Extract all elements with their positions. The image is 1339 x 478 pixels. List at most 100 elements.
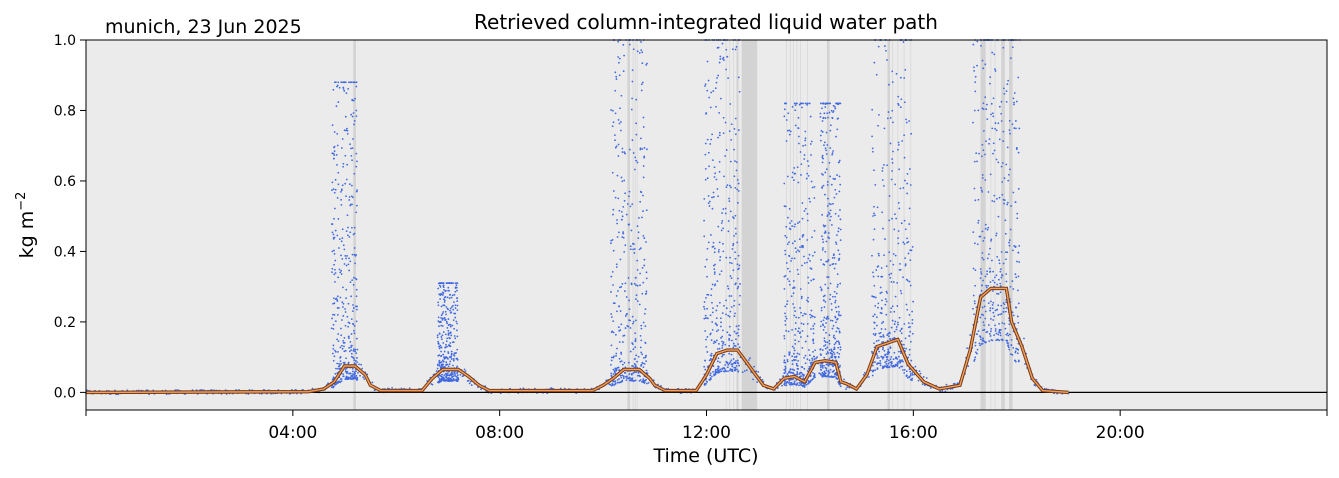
lwp-point (620, 210, 623, 213)
lwp-point (345, 264, 348, 267)
lwp-point (347, 302, 350, 305)
lwp-point (1000, 312, 1003, 315)
lwp-point (732, 216, 734, 218)
lwp-point (821, 154, 824, 157)
lwp-point (804, 130, 807, 133)
lwp-point (885, 49, 887, 52)
lwp-point (445, 376, 448, 379)
lwp-point (719, 370, 721, 373)
lwp-point (825, 353, 828, 355)
lwp-point (983, 324, 985, 327)
lwp-point (875, 352, 878, 355)
lwp-point (800, 336, 802, 338)
lwp-point (741, 371, 744, 374)
lwp-point (624, 290, 626, 292)
lwp-point (456, 329, 458, 332)
lwp-point (457, 377, 460, 379)
lwp-point (996, 283, 999, 286)
lwp-point (791, 176, 794, 179)
lwp-point (706, 138, 709, 141)
lwp-point (883, 349, 886, 352)
lwp-point (894, 365, 896, 368)
lwp-point (976, 352, 978, 355)
lwp-point (813, 376, 816, 379)
lwp-point (445, 343, 447, 346)
lwp-point (875, 316, 878, 318)
lwp-point (724, 369, 727, 372)
lwp-point (643, 155, 646, 158)
lwp-point (642, 126, 645, 128)
lwp-point (339, 356, 341, 359)
lwp-point (338, 86, 341, 89)
lwp-point (643, 147, 646, 149)
lwp-point (710, 138, 713, 141)
lwp-point (343, 345, 345, 348)
lwp-point (641, 353, 644, 356)
lwp-point (996, 308, 999, 311)
lwp-point (984, 223, 987, 226)
lwp-point (874, 183, 877, 186)
lwp-point (911, 377, 914, 380)
lwp-point (823, 375, 826, 377)
x-tick-label: 12:00 (682, 423, 731, 443)
lwp-point (336, 144, 339, 147)
lwp-point (634, 340, 637, 343)
lwp-point (338, 268, 341, 271)
lwp-point (356, 348, 359, 351)
lwp-point (823, 316, 826, 319)
lwp-point (467, 379, 470, 382)
lwp-point (809, 200, 811, 203)
lwp-point (893, 330, 896, 333)
lwp-point (456, 289, 458, 292)
lwp-point (981, 174, 984, 176)
lwp-point (737, 334, 740, 337)
lwp-point (995, 158, 998, 161)
lwp-point (890, 272, 893, 275)
lwp-point (822, 102, 824, 105)
lwp-point (884, 361, 887, 364)
lwp-point (984, 63, 987, 66)
lwp-point (620, 323, 623, 326)
lwp-point (820, 309, 823, 312)
lwp-point (896, 281, 899, 284)
lwp-point (784, 315, 787, 318)
lwp-point (788, 351, 791, 354)
lwp-point (438, 321, 441, 324)
lwp-point (632, 348, 635, 351)
lwp-point (628, 299, 631, 302)
lwp-point (729, 103, 732, 105)
lwp-point (634, 346, 637, 349)
lwp-point (1003, 92, 1006, 95)
lwp-point (715, 317, 718, 320)
lwp-point (635, 319, 637, 322)
lwp-point (711, 133, 714, 136)
lwp-point (644, 325, 647, 328)
lwp-point (889, 276, 892, 279)
lwp-point (832, 150, 834, 152)
lwp-point (888, 365, 891, 368)
lwp-point (793, 380, 796, 383)
lwp-point (343, 341, 346, 344)
lwp-point (339, 346, 342, 349)
lwp-point (872, 315, 875, 318)
lwp-point (618, 341, 621, 343)
lwp-point (613, 302, 616, 305)
lwp-point (891, 170, 893, 172)
lwp-point (449, 309, 451, 312)
lwp-point (978, 152, 980, 155)
lwp-point (945, 383, 948, 386)
lwp-point (340, 203, 343, 206)
lwp-point (823, 294, 826, 297)
lwp-point (786, 129, 789, 132)
lwp-point (824, 250, 827, 253)
lwp-point (728, 200, 731, 203)
lwp-point (872, 333, 875, 335)
lwp-point (979, 235, 982, 238)
lwp-point (442, 298, 445, 301)
lwp-point (794, 247, 797, 250)
lwp-point (336, 234, 339, 237)
lwp-point (785, 225, 788, 228)
lwp-point (873, 169, 875, 172)
lwp-point (625, 379, 628, 382)
lwp-point (730, 353, 733, 356)
